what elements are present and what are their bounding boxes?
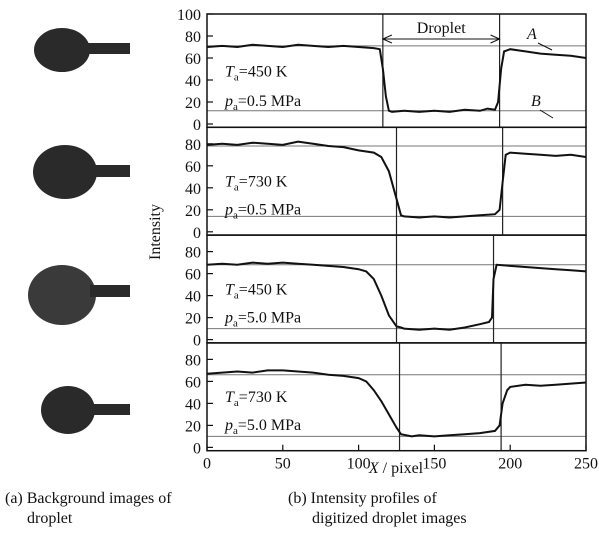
condition-value: =730 K xyxy=(239,389,288,406)
needle-image xyxy=(92,165,130,177)
symbol: p xyxy=(224,309,233,326)
x-tick-label: 150 xyxy=(422,456,446,473)
symbol: T xyxy=(225,174,235,191)
y-tick-label: 40 xyxy=(185,181,201,198)
y-tick-label: 0 xyxy=(193,333,201,350)
y-tick-label: 20 xyxy=(185,203,201,220)
droplet-image xyxy=(41,386,95,434)
y-tick-label: 60 xyxy=(185,374,201,391)
condition-value: =5.0 MPa xyxy=(238,417,301,434)
caption: droplet xyxy=(27,510,73,527)
intensity-profile xyxy=(206,261,587,331)
x-tick-label: 100 xyxy=(347,456,371,473)
condition-label: pa=5.0 MPa xyxy=(224,309,301,329)
condition-label: Ta=450 K xyxy=(225,63,288,83)
plot-frame xyxy=(206,342,587,452)
y-tick-label: 60 xyxy=(185,267,201,284)
x-tick-label: 0 xyxy=(203,456,211,473)
x-axis-label: X / pixel xyxy=(368,460,424,477)
condition-value: =450 K xyxy=(239,63,288,80)
y-tick-label: 20 xyxy=(185,311,201,328)
y-tick-label: 40 xyxy=(185,73,201,90)
condition-value: =0.5 MPa xyxy=(238,93,301,110)
needle-image xyxy=(90,285,130,297)
y-tick-label: 100 xyxy=(177,7,201,24)
y-tick-label: 40 xyxy=(185,396,201,413)
y-tick-label: 80 xyxy=(185,29,201,46)
y-tick-label: 60 xyxy=(185,159,201,176)
subscript: a xyxy=(234,397,239,409)
symbol: p xyxy=(224,202,233,219)
symbol: T xyxy=(225,63,235,80)
x-tick-label: 200 xyxy=(498,456,522,473)
condition-value: =730 K xyxy=(239,174,288,191)
curve-label: B xyxy=(531,93,541,110)
condition-label: Ta=730 K xyxy=(225,174,288,194)
droplet-image xyxy=(34,28,90,72)
subscript: a xyxy=(233,317,238,329)
caption: digitized droplet images xyxy=(312,510,467,527)
leader-line xyxy=(539,109,554,119)
x-axis-unit: / pixel xyxy=(379,460,424,477)
y-tick-label: 0 xyxy=(193,117,201,134)
symbol: p xyxy=(224,417,233,434)
y-tick-label: 20 xyxy=(185,95,201,112)
condition-label: pa=0.5 MPa xyxy=(224,202,301,222)
subscript: a xyxy=(233,210,238,222)
intensity-profile xyxy=(206,140,587,219)
subscript: a xyxy=(233,101,238,113)
y-tick-label: 20 xyxy=(185,418,201,435)
symbol: T xyxy=(225,389,235,406)
droplet-image xyxy=(28,265,96,325)
caption: (a) Background images of xyxy=(5,490,172,507)
x-tick-label: 250 xyxy=(574,456,598,473)
span-label: Droplet xyxy=(417,20,466,37)
needle-image xyxy=(90,404,130,415)
intensity-profile xyxy=(206,369,587,438)
x-axis-symbol: X xyxy=(368,460,380,477)
caption: (b) Intensity profiles of xyxy=(288,490,438,507)
droplet-image xyxy=(33,145,97,199)
droplet-images xyxy=(28,28,130,434)
needle-image xyxy=(85,43,130,54)
condition-value: =0.5 MPa xyxy=(238,202,301,219)
condition-value: =450 K xyxy=(239,281,288,298)
x-tick-label: 50 xyxy=(275,456,291,473)
symbol: T xyxy=(225,281,235,298)
y-tick-label: 40 xyxy=(185,289,201,306)
condition-label: Ta=730 K xyxy=(225,389,288,409)
leader-line xyxy=(537,42,553,51)
curve-label: A xyxy=(526,26,537,43)
subscript: a xyxy=(234,71,239,83)
subscript: a xyxy=(234,289,239,301)
y-tick-label: 80 xyxy=(185,137,201,154)
subscript: a xyxy=(233,425,238,437)
condition-label: Ta=450 K xyxy=(225,281,288,301)
intensity-profile xyxy=(206,43,587,113)
y-tick-label: 0 xyxy=(193,225,201,242)
condition-value: =5.0 MPa xyxy=(238,309,301,326)
condition-label: pa=5.0 MPa xyxy=(224,417,301,437)
subscript: a xyxy=(234,182,239,194)
symbol: p xyxy=(224,93,233,110)
span-arrow xyxy=(381,34,501,44)
y-tick-label: 60 xyxy=(185,51,201,68)
y-tick-label: 80 xyxy=(185,352,201,369)
y-tick-label: 0 xyxy=(193,440,201,457)
y-axis-label: Intensity xyxy=(147,204,164,260)
condition-label: pa=0.5 MPa xyxy=(224,93,301,113)
y-tick-label: 80 xyxy=(185,245,201,262)
